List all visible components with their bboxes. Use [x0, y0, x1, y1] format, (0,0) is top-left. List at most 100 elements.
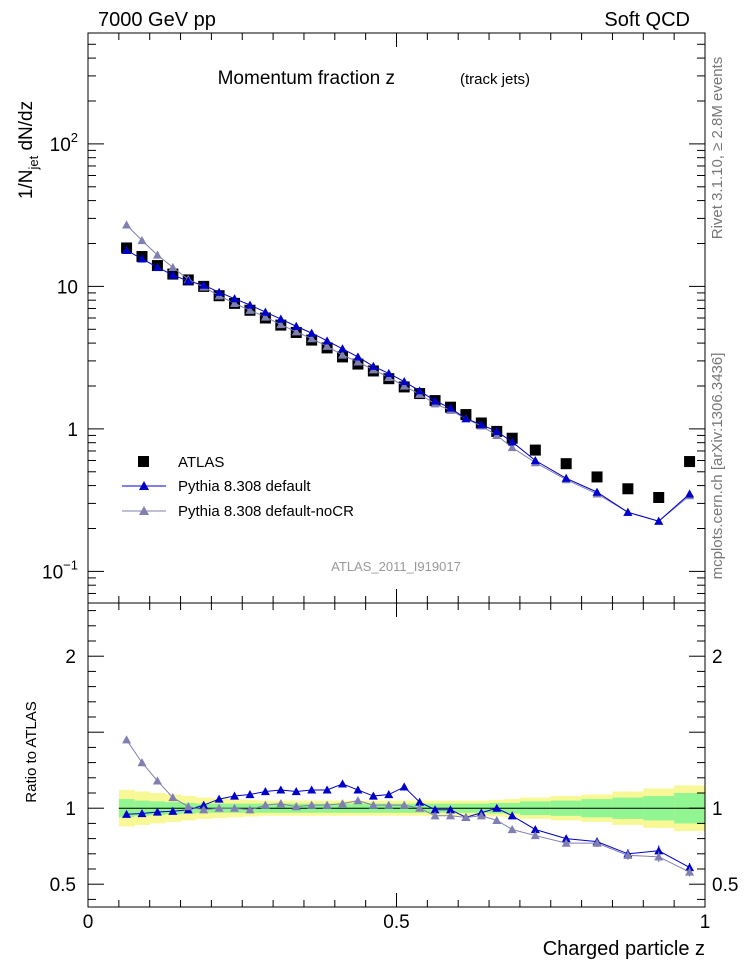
ratio-default-point — [230, 791, 240, 800]
ratio-y-tick-label-right: 2 — [712, 647, 723, 668]
ratio-default-point — [291, 786, 301, 796]
ratio-nocr-point — [168, 793, 178, 802]
ratio-default-point — [122, 809, 132, 818]
ratio-nocr-point — [430, 811, 440, 820]
ratio-default-point — [492, 803, 502, 812]
ratio-y-tick-label-right: 0.5 — [712, 875, 738, 896]
ratio-default-line — [126, 783, 690, 868]
default-point — [530, 456, 540, 465]
ratio-default-point — [137, 809, 147, 818]
ratio-default-point — [353, 785, 363, 794]
default-point — [338, 344, 348, 353]
ratio-default-point — [245, 790, 255, 799]
ratio-nocr-point — [415, 803, 425, 812]
default-point — [623, 507, 633, 516]
ratio-nocr-point — [230, 803, 240, 812]
ratio-default-point — [199, 800, 209, 809]
default-point — [245, 300, 255, 309]
nocr-point — [507, 443, 517, 452]
nocr-point — [168, 262, 178, 271]
header-energy: 7000 GeV pp — [98, 9, 216, 31]
nocr-point — [353, 357, 363, 366]
default-point — [214, 287, 224, 296]
nocr-point — [230, 298, 240, 307]
x-tick-label: 0 — [83, 912, 94, 933]
ratio-default-point — [685, 862, 695, 872]
ratio-nocr-point — [122, 735, 132, 744]
ratio-nocr-point — [214, 803, 224, 812]
default-point — [592, 487, 602, 496]
ratio-default-point — [415, 797, 425, 806]
legend-atlas-label: ATLAS — [178, 454, 224, 471]
nocr-point — [260, 312, 270, 321]
default-point — [307, 328, 317, 337]
default-point — [561, 473, 571, 482]
atlas-point — [560, 458, 572, 470]
default-point — [291, 321, 301, 330]
ratio-default-point — [384, 790, 394, 799]
ratio-nocr-point — [685, 867, 695, 876]
ratio-nocr-point — [199, 805, 209, 814]
ratio-default-point — [430, 805, 440, 814]
ratio-default-point — [322, 785, 332, 794]
ratio-nocr-point — [445, 811, 455, 820]
ratio-y-tick-label-right: 1 — [712, 799, 723, 820]
default-point — [461, 414, 471, 423]
plot-title: Momentum fraction z — [218, 68, 395, 89]
ratio-nocr-point — [561, 838, 571, 847]
main-y-tick-label: 1 — [67, 420, 78, 441]
ratio-nocr-point — [399, 800, 409, 809]
plot-subtitle: (track jets) — [460, 71, 530, 88]
ratio-default-point — [654, 846, 664, 855]
ratio-nocr-point — [322, 800, 332, 809]
default-point — [199, 280, 209, 289]
ratio-nocr-point — [592, 838, 602, 847]
default-point — [368, 361, 378, 370]
nocr-point — [291, 327, 301, 336]
ratio-nocr-point — [307, 800, 317, 809]
header-process: Soft QCD — [604, 9, 690, 31]
ratio-default-point — [561, 834, 571, 843]
nocr-point — [338, 350, 348, 359]
default-point — [399, 377, 409, 386]
nocr-point — [137, 235, 147, 245]
atlas-point — [684, 456, 696, 468]
ratio-default-point — [168, 806, 178, 815]
default-point — [152, 262, 162, 271]
atlas-point — [653, 491, 665, 503]
ratio-nocr-point — [654, 852, 664, 861]
ratio-nocr-point — [461, 812, 471, 821]
default-point — [654, 516, 664, 525]
ratio-y-tick-label-left: 2 — [65, 647, 76, 668]
default-point — [168, 270, 178, 279]
ratio-y-tick-label-left: 1 — [65, 799, 76, 820]
legend-default-label: Pythia 8.308 default — [178, 478, 311, 495]
default-point — [415, 386, 425, 395]
ratio-nocr-point — [276, 799, 286, 808]
default-point — [445, 403, 455, 412]
legend-nocr-marker — [139, 506, 149, 515]
default-point — [276, 314, 286, 323]
nocr-point — [122, 220, 132, 229]
x-tick-label: 0.5 — [383, 912, 409, 933]
ratio-nocr-point — [245, 805, 255, 814]
ratio-default-point — [276, 785, 286, 794]
default-point — [430, 396, 440, 405]
default-point — [476, 420, 486, 429]
default-point — [685, 489, 695, 498]
ratio-default-point — [399, 782, 409, 791]
x-tick-label: 1 — [700, 912, 711, 933]
xlabel: Charged particle z — [543, 938, 705, 960]
atlas-point — [529, 444, 541, 456]
default-point — [122, 245, 132, 254]
nocr-point — [322, 341, 332, 350]
ratio-default-point — [445, 805, 455, 814]
ratio-nocr-point — [492, 815, 502, 824]
legend-nocr-label: Pythia 8.308 default-noCR — [178, 503, 354, 520]
default-point — [384, 368, 394, 378]
ratio-nocr-point — [291, 802, 301, 811]
ratio-default-point — [152, 807, 162, 816]
rivet-version: Rivet 3.1.10, ≥ 2.8M events — [709, 57, 726, 240]
ratio-default-point — [307, 785, 317, 794]
ratio-nocr-point — [530, 831, 540, 840]
